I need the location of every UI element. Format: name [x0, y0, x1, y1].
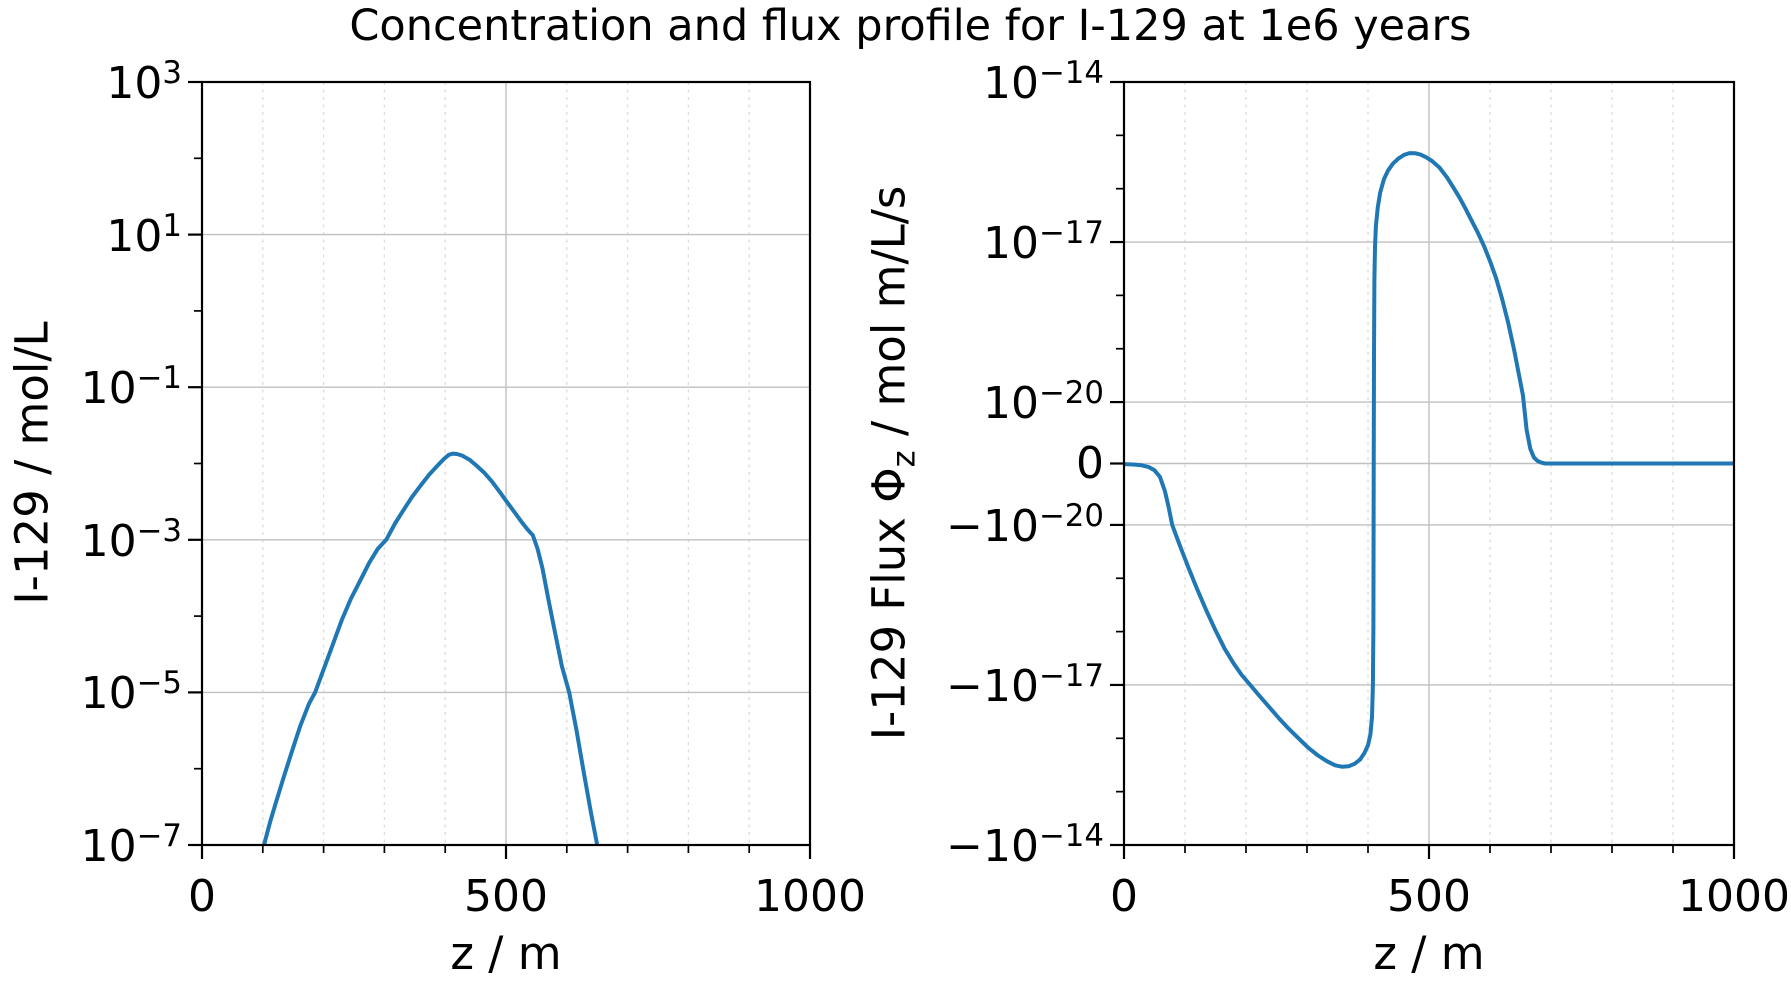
flux-y-tick-label: 10−14	[983, 54, 1104, 110]
tick-exponent: 3	[162, 54, 182, 91]
tick-exponent: −17	[1039, 214, 1104, 251]
concentration-x-tick-label: 500	[464, 871, 548, 922]
tick-base: 10	[983, 58, 1039, 110]
tick-base: 10	[106, 210, 163, 262]
tick-exponent: −20	[1039, 374, 1104, 411]
flux-x-tick-label: 500	[1387, 871, 1471, 922]
concentration-y-tick-label: 103	[106, 54, 182, 110]
tick-base: 10	[80, 668, 137, 720]
flux-y-tick-label: 0	[1076, 441, 1104, 486]
right-y-axis-label: I-129 Flux Φz / mol m/L/s	[862, 186, 923, 741]
tick-base: 10	[80, 515, 137, 567]
flux-y-tick-label: 10−17	[983, 214, 1104, 270]
concentration-y-tick-label: 10−1	[81, 363, 182, 411]
tick-base: 10	[983, 378, 1039, 430]
tick-exponent: −3	[136, 512, 182, 549]
concentration-y-tick-label: 10−5	[81, 668, 182, 716]
tick-exponent: −14	[1039, 817, 1104, 854]
minor-ticks	[1116, 134, 1674, 853]
flux-curve	[1123, 151, 1735, 769]
tick-exponent: −5	[136, 665, 182, 702]
right-y-axis-label-pre: I-129 Flux Φ	[862, 467, 916, 741]
flux-y-tick-label: −10−14	[946, 817, 1104, 873]
right-y-axis-label-post: / mol m/L/s	[862, 185, 916, 451]
flux-plot-group	[1110, 80, 1736, 859]
left-x-axis-label: z / m	[450, 927, 562, 980]
flux-y-tick-label: 10−20	[983, 374, 1104, 430]
tick-exponent: −17	[1039, 657, 1104, 694]
flux-y-tick-label: −10−17	[946, 657, 1104, 713]
grid-major	[202, 82, 810, 845]
concentration-y-tick-label: 10−7	[80, 817, 182, 873]
major-ticks	[1110, 80, 1736, 859]
tick-base: 10	[983, 218, 1039, 270]
flux-x-tick-label: 1000	[1678, 871, 1790, 922]
left-y-axis-label: I-129 / mol/L	[5, 321, 59, 605]
tick-exponent: −1	[136, 359, 182, 396]
right-y-axis-label-sub: z	[884, 450, 923, 468]
figure-title: Concentration and flux profile for I-129…	[349, 1, 1472, 51]
right-x-axis-label: z / m	[1373, 927, 1485, 980]
concentration-x-tick-label: 1000	[754, 871, 866, 922]
tick-exponent: 1	[162, 207, 182, 244]
flux-y-tick-label: −10−20	[946, 497, 1104, 553]
flux-x-tick-label: 0	[1110, 871, 1138, 922]
tick-base: −10	[946, 661, 1039, 713]
tick-base: 10	[80, 821, 137, 873]
tick-base: 0	[1076, 437, 1104, 489]
tick-base: 10	[80, 363, 137, 415]
major-ticks	[188, 80, 812, 859]
tick-base: −10	[946, 501, 1039, 553]
concentration-plot-group	[188, 80, 812, 859]
tick-exponent: −7	[136, 817, 182, 854]
concentration-curve	[262, 451, 600, 846]
concentration-y-tick-label: 101	[106, 210, 182, 258]
tick-base: −10	[946, 821, 1039, 873]
concentration-y-tick-label: 10−3	[80, 512, 182, 567]
minor-ticks	[194, 157, 751, 853]
tick-base: 10	[106, 58, 163, 110]
tick-exponent: −20	[1039, 497, 1104, 534]
tick-exponent: −14	[1039, 54, 1104, 91]
concentration-x-tick-label: 0	[188, 871, 216, 922]
